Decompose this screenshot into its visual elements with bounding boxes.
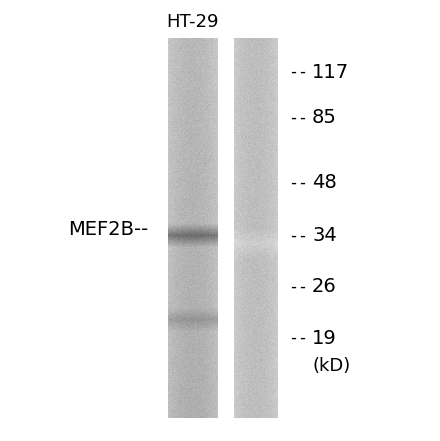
Text: --: -- (288, 278, 308, 296)
Text: 117: 117 (312, 63, 349, 82)
Text: --: -- (288, 173, 308, 191)
Text: 85: 85 (312, 108, 337, 127)
Text: 26: 26 (312, 277, 337, 296)
Text: HT-29: HT-29 (167, 13, 219, 31)
Text: MEF2B--: MEF2B-- (68, 220, 148, 239)
Text: --: -- (288, 329, 308, 347)
Text: 19: 19 (312, 329, 337, 348)
Text: --: -- (288, 109, 308, 127)
Text: 34: 34 (312, 226, 337, 245)
Text: 48: 48 (312, 173, 337, 192)
Text: (kD): (kD) (312, 357, 350, 375)
Text: --: -- (288, 63, 308, 81)
Text: --: -- (288, 227, 308, 245)
